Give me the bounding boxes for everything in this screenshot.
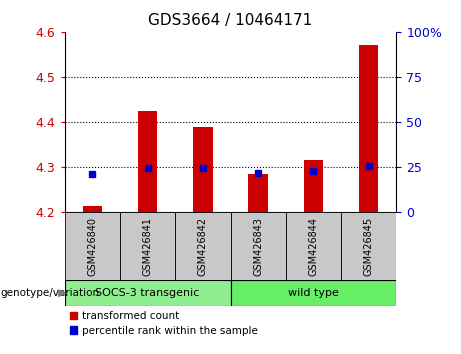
Title: GDS3664 / 10464171: GDS3664 / 10464171	[148, 13, 313, 28]
Bar	[175, 212, 230, 280]
Bar	[65, 212, 120, 280]
Text: GSM426843: GSM426843	[253, 217, 263, 275]
Bar	[359, 45, 378, 212]
Text: GSM426841: GSM426841	[142, 217, 153, 275]
Bar	[248, 174, 268, 212]
Bar	[193, 127, 213, 212]
Bar	[341, 212, 396, 280]
Bar	[230, 280, 396, 306]
Text: GSM426844: GSM426844	[308, 217, 319, 275]
Bar	[230, 212, 286, 280]
Text: GSM426840: GSM426840	[87, 217, 97, 275]
Bar	[83, 206, 102, 212]
Text: genotype/variation: genotype/variation	[0, 288, 99, 298]
Text: SOCS-3 transgenic: SOCS-3 transgenic	[95, 288, 200, 298]
Text: GSM426842: GSM426842	[198, 216, 208, 276]
Bar	[65, 280, 230, 306]
Legend: transformed count, percentile rank within the sample: transformed count, percentile rank withi…	[70, 312, 258, 336]
Bar	[120, 212, 175, 280]
Text: wild type: wild type	[288, 288, 339, 298]
Bar	[138, 111, 157, 212]
Bar	[286, 212, 341, 280]
Bar	[304, 160, 323, 212]
Text: GSM426845: GSM426845	[364, 216, 374, 276]
Text: ▶: ▶	[58, 288, 66, 298]
